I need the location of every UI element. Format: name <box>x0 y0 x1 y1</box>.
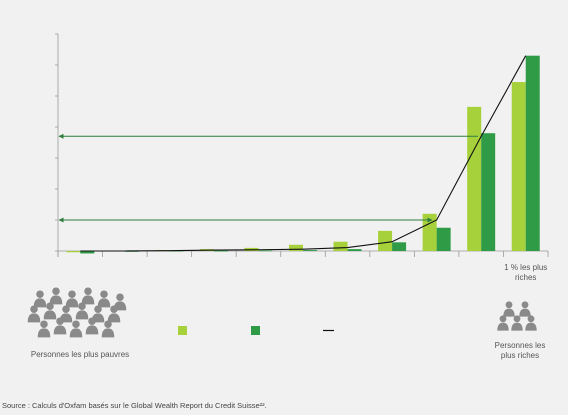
person-head <box>40 320 48 329</box>
person-body <box>101 328 115 338</box>
bar-2020-2021 <box>481 133 496 251</box>
cumulative-line-group <box>80 55 527 252</box>
bar-2020-2021 <box>80 251 95 254</box>
person-body <box>97 298 111 308</box>
bar-2020-2021 <box>213 250 228 252</box>
person-head <box>116 293 124 302</box>
person-body <box>33 298 47 308</box>
richest-caption-line2: plus riches <box>501 351 539 360</box>
richest-caption-line1: Personnes les <box>495 341 546 350</box>
person-head <box>88 317 96 326</box>
person-head <box>36 290 44 299</box>
person-head <box>94 305 102 314</box>
person-body <box>107 313 121 323</box>
person-body <box>511 322 523 331</box>
small-people-group-icon <box>497 301 537 331</box>
person-body <box>43 310 57 320</box>
legend-swatch-2020-2021 <box>251 326 260 335</box>
category-label: 1 % les plus <box>504 263 547 272</box>
bar-2012-2021 <box>333 241 348 251</box>
person-head <box>513 315 521 323</box>
person-body <box>497 322 509 331</box>
people-group-icon <box>27 287 127 338</box>
person-body <box>81 295 95 305</box>
person-head <box>505 301 513 309</box>
bar-2012-2021 <box>422 213 437 251</box>
bar-2020-2021 <box>347 249 362 251</box>
person-head <box>62 305 70 314</box>
person-head <box>30 305 38 314</box>
cumulative-line <box>80 55 527 252</box>
category-label: riches <box>515 273 536 282</box>
bar-2012-2021 <box>66 251 81 253</box>
person-head <box>56 317 64 326</box>
bar-2012-2021 <box>378 230 393 251</box>
person-body <box>65 298 79 308</box>
legend-swatch-2012-2021 <box>178 326 187 335</box>
bar-2020-2021 <box>525 55 540 252</box>
annotations <box>58 133 478 223</box>
bars <box>66 55 540 254</box>
bar-2020-2021 <box>258 250 273 252</box>
person-head <box>100 290 108 299</box>
person-body <box>75 310 89 320</box>
source-note: Source : Calculs d'Oxfam basés sur le Gl… <box>2 401 267 410</box>
person-body <box>49 295 63 305</box>
person-body <box>53 325 67 335</box>
person-body <box>519 308 531 317</box>
person-head <box>68 290 76 299</box>
bar-2020-2021 <box>436 227 451 251</box>
person-head <box>52 287 60 296</box>
person-head <box>84 287 92 296</box>
bar-2012-2021 <box>289 244 303 251</box>
person-body <box>503 308 515 317</box>
person-head <box>104 320 112 329</box>
bar-2020-2021 <box>303 250 317 251</box>
bar-2012-2021 <box>467 106 482 251</box>
legend <box>178 326 334 335</box>
person-head <box>110 305 118 314</box>
person-body <box>69 328 83 338</box>
person-head <box>521 301 529 309</box>
person-head <box>72 320 80 329</box>
poorest-caption: Personnes les plus pauvres <box>31 350 129 359</box>
person-head <box>46 302 54 311</box>
bar-2012-2021 <box>511 82 526 251</box>
person-head <box>499 315 507 323</box>
bar-2020-2021 <box>392 242 407 251</box>
person-body <box>37 328 51 338</box>
person-head <box>78 302 86 311</box>
person-body <box>27 313 41 323</box>
person-body <box>525 322 537 331</box>
person-body <box>85 325 99 335</box>
person-head <box>527 315 535 323</box>
